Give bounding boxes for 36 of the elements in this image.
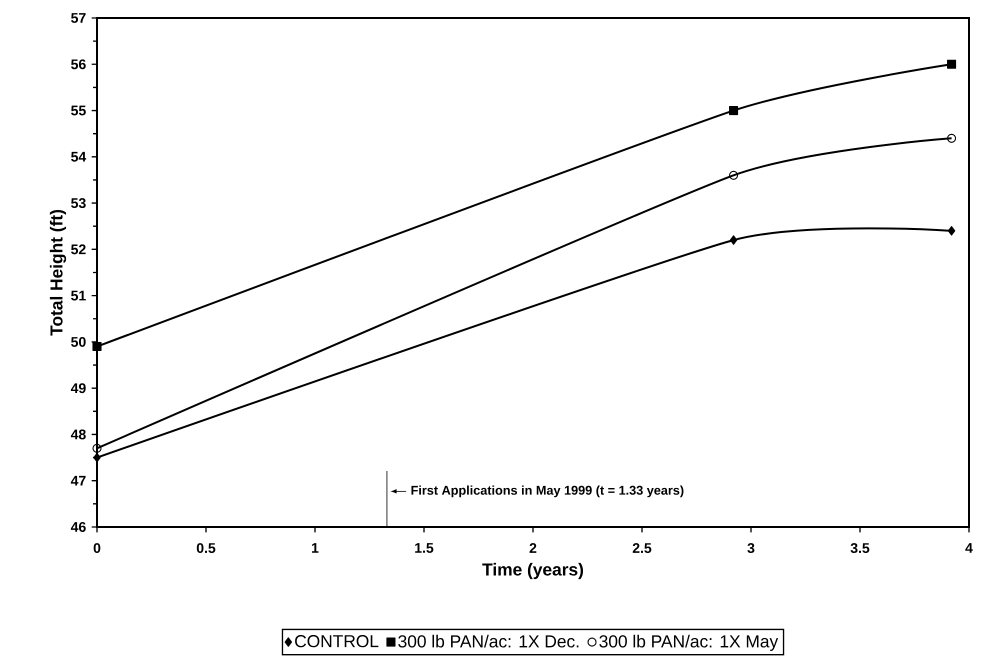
y-axis-title: Total Height (ft) <box>50 210 66 336</box>
point <box>92 342 102 352</box>
legend-label: 300 lb PAN/ac: 1X Dec. <box>398 634 578 648</box>
ref-line-label: First Applications in May 1999 (t = 1.33 years) <box>411 485 684 498</box>
x-tick-label: 3.5 <box>850 543 870 554</box>
x-tick-label: 2 <box>530 543 536 553</box>
point <box>730 235 738 245</box>
y-tick-label: 46 <box>70 522 86 532</box>
y-tick-label: 50 <box>71 336 86 347</box>
point <box>729 106 738 116</box>
y-tick-label: 48 <box>70 429 86 440</box>
x-tick-label: 1.5 <box>415 543 434 553</box>
x-tick-label: 4 <box>965 543 973 553</box>
y-tick-label: 56 <box>71 59 86 70</box>
point <box>947 134 956 143</box>
x-tick-label: 0 <box>94 543 100 554</box>
legend-label: 300 lb PAN/ac: 1X May <box>599 634 778 651</box>
y-tick-label: 57 <box>71 13 86 23</box>
y-tick-label: 53 <box>71 198 86 208</box>
point <box>92 444 102 453</box>
point <box>948 226 956 236</box>
point <box>947 60 956 69</box>
x-axis-title: Time (years) <box>482 562 584 580</box>
point <box>93 452 101 462</box>
x-tick-label: 1 <box>312 543 318 553</box>
x-tick-label: 0.5 <box>196 543 216 554</box>
x-tick-label: 2.5 <box>632 543 652 554</box>
y-tick-label: 51 <box>71 290 86 301</box>
legend-label: CONTROL <box>295 635 378 648</box>
y-tick-label: 52 <box>71 244 86 254</box>
y-tick-label: 55 <box>71 106 86 116</box>
y-tick-label: 49 <box>70 383 86 394</box>
y-tick-label: 54 <box>71 152 86 162</box>
y-tick-label: 47 <box>70 476 86 486</box>
point <box>729 170 738 180</box>
x-tick-label: 3 <box>747 543 754 554</box>
